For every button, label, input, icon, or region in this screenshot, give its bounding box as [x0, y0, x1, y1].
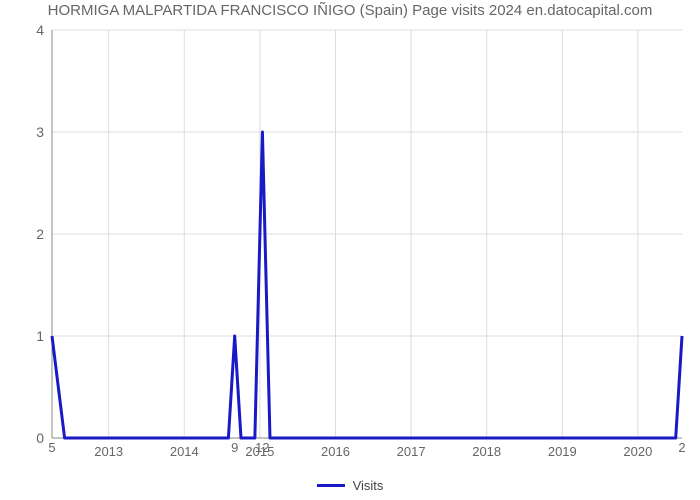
legend: Visits	[0, 478, 700, 493]
y-tick-label: 1	[36, 328, 52, 344]
plot-area: 0123420132014201520162017201820192020591…	[52, 30, 682, 438]
x-tick-label: 2013	[94, 438, 123, 459]
x-tick-label: 2016	[321, 438, 350, 459]
marker-label: 2	[678, 440, 685, 455]
marker-label: 9	[231, 440, 238, 455]
x-tick-label: 2017	[397, 438, 426, 459]
y-tick-label: 2	[36, 226, 52, 242]
plot-svg	[52, 30, 682, 438]
chart-title: HORMIGA MALPARTIDA FRANCISCO IÑIGO (Spai…	[0, 2, 700, 19]
legend-label: Visits	[353, 478, 384, 493]
x-tick-label: 2018	[472, 438, 501, 459]
marker-label: 5	[48, 440, 55, 455]
legend-swatch	[317, 484, 345, 487]
x-tick-label: 2014	[170, 438, 199, 459]
y-tick-label: 4	[36, 22, 52, 38]
x-tick-label: 2020	[623, 438, 652, 459]
x-tick-label: 2019	[548, 438, 577, 459]
series-line-visits	[52, 132, 682, 438]
marker-label: 12	[255, 440, 269, 455]
chart-container: { "title": { "text": "HORMIGA MALPARTIDA…	[0, 0, 700, 500]
y-tick-label: 3	[36, 124, 52, 140]
